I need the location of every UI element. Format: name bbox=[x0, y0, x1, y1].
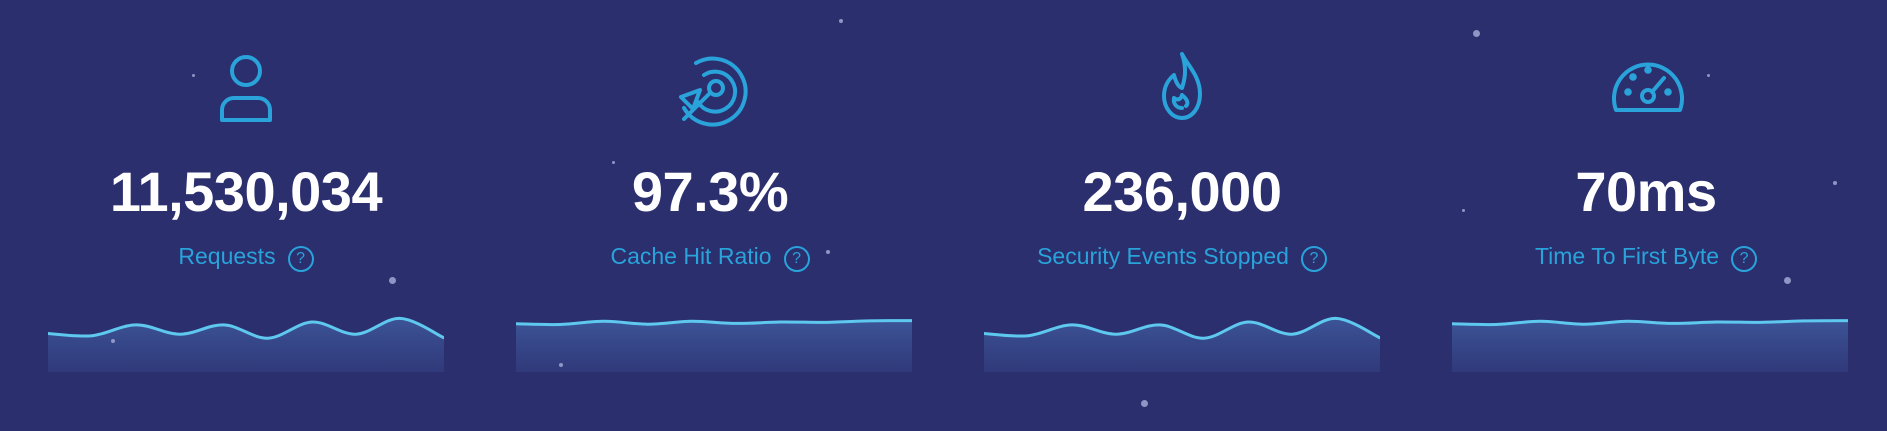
flame-icon bbox=[1142, 48, 1222, 128]
target-cursor-icon bbox=[672, 48, 752, 128]
sparkline-line bbox=[516, 319, 912, 327]
user-icon bbox=[206, 48, 286, 128]
background-star bbox=[1707, 74, 1710, 77]
sparkline-area bbox=[48, 318, 444, 372]
security-events-label: Security Events Stopped? bbox=[972, 242, 1392, 272]
requests-help-icon[interactable]: ? bbox=[287, 246, 314, 272]
background-star bbox=[1473, 30, 1480, 37]
time-to-first-byte-label-text: Time To First Byte bbox=[1534, 243, 1720, 269]
requests-label: Requests? bbox=[36, 242, 456, 272]
time-to-first-byte-help-icon[interactable]: ? bbox=[1731, 246, 1758, 272]
background-star bbox=[111, 339, 115, 343]
sparkline-line bbox=[984, 316, 1380, 340]
cache-hit-ratio-sparkline bbox=[516, 319, 912, 372]
cache-hit-ratio-label: Cache Hit Ratio? bbox=[500, 242, 920, 272]
stat-card-requests: 11,530,034 Requests? bbox=[0, 0, 480, 431]
requests-sparkline bbox=[48, 316, 444, 372]
time-to-first-byte-label: Time To First Byte? bbox=[1436, 242, 1856, 272]
security-events-label-text: Security Events Stopped bbox=[1037, 243, 1289, 269]
background-star bbox=[612, 161, 615, 164]
cache-hit-ratio-value: 97.3% bbox=[631, 160, 789, 223]
time-to-first-byte-sparkline bbox=[1452, 319, 1848, 372]
background-star bbox=[1833, 181, 1837, 185]
sparkline-area bbox=[1452, 320, 1848, 372]
sparkline-area bbox=[516, 320, 912, 372]
time-to-first-byte-value: 70ms bbox=[1575, 160, 1717, 223]
cache-hit-ratio-label-text: Cache Hit Ratio bbox=[610, 243, 772, 269]
stat-card-cache-hit-ratio: 97.3% Cache Hit Ratio? bbox=[468, 0, 948, 431]
security-events-sparkline bbox=[984, 316, 1380, 372]
requests-label-text: Requests bbox=[178, 243, 276, 269]
sparkline-line bbox=[48, 316, 444, 340]
background-star bbox=[192, 74, 195, 77]
requests-value: 11,530,034 bbox=[109, 160, 383, 223]
sparkline-line bbox=[1452, 319, 1848, 327]
stat-card-time-to-first-byte: 70ms Time To First Byte? bbox=[1404, 0, 1884, 431]
background-star bbox=[1141, 400, 1148, 407]
background-star bbox=[559, 363, 563, 367]
background-star bbox=[826, 250, 830, 254]
background-star bbox=[839, 19, 843, 23]
stat-card-security-events: 236,000 Security Events Stopped? bbox=[936, 0, 1416, 431]
background-star bbox=[1784, 277, 1791, 284]
background-star bbox=[1462, 209, 1465, 212]
background-star bbox=[389, 277, 396, 284]
sparkline-area bbox=[984, 318, 1380, 372]
speedometer-icon bbox=[1608, 48, 1688, 128]
security-events-help-icon[interactable]: ? bbox=[1300, 246, 1327, 272]
security-events-value: 236,000 bbox=[1082, 160, 1282, 223]
cache-hit-ratio-help-icon[interactable]: ? bbox=[783, 246, 810, 272]
